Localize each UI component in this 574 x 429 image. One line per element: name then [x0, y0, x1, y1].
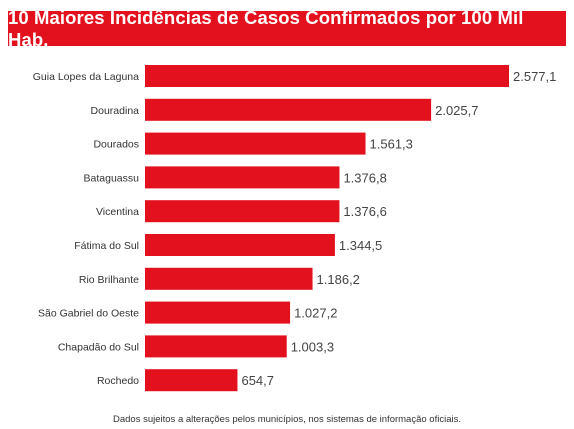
- bar: [145, 267, 313, 290]
- category-label: Guia Lopes da Laguna: [33, 71, 139, 83]
- category-label: Rochedo: [97, 375, 139, 387]
- category-label: Dourados: [93, 139, 139, 151]
- category-label: Douradina: [91, 105, 140, 117]
- bar: [145, 234, 335, 256]
- bar: [145, 335, 287, 358]
- value-label: 1.003,3: [291, 339, 334, 354]
- value-label: 1.376,6: [343, 204, 386, 219]
- value-label: 1.561,3: [370, 137, 413, 152]
- bar: [145, 166, 340, 189]
- category-label: Vicentina: [96, 206, 139, 218]
- category-label: Chapadão do Sul: [58, 341, 139, 353]
- bar: [145, 301, 291, 324]
- bar: [145, 98, 432, 121]
- value-label: 1.344,5: [339, 238, 382, 253]
- footer-note: Dados sujeitos a alterações pelos municí…: [113, 414, 461, 425]
- bar-chart: Guia Lopes da Laguna 2.577,1 Douradina 2.02…: [33, 65, 556, 392]
- bar: [145, 369, 238, 392]
- value-label: 1.376,8: [343, 170, 386, 185]
- bar: [145, 200, 340, 223]
- value-label: 2.577,1: [513, 69, 556, 84]
- value-label: 654,7: [241, 373, 274, 388]
- category-label: São Gabriel do Oeste: [38, 308, 139, 320]
- bar: [145, 132, 366, 155]
- value-label: 2.025,7: [435, 103, 478, 118]
- category-label: Rio Brilhante: [79, 274, 139, 286]
- chart-title: 10 Maiores Incidências de Casos Confirma…: [8, 6, 524, 50]
- category-label: Fátima do Sul: [74, 240, 139, 252]
- value-label: 1.027,2: [294, 306, 337, 321]
- value-label: 1.186,2: [317, 272, 360, 287]
- category-label: Bataguassu: [84, 172, 140, 184]
- chart-title-bar: 10 Maiores Incidências de Casos Confirma…: [8, 7, 566, 50]
- bar: [145, 65, 509, 87]
